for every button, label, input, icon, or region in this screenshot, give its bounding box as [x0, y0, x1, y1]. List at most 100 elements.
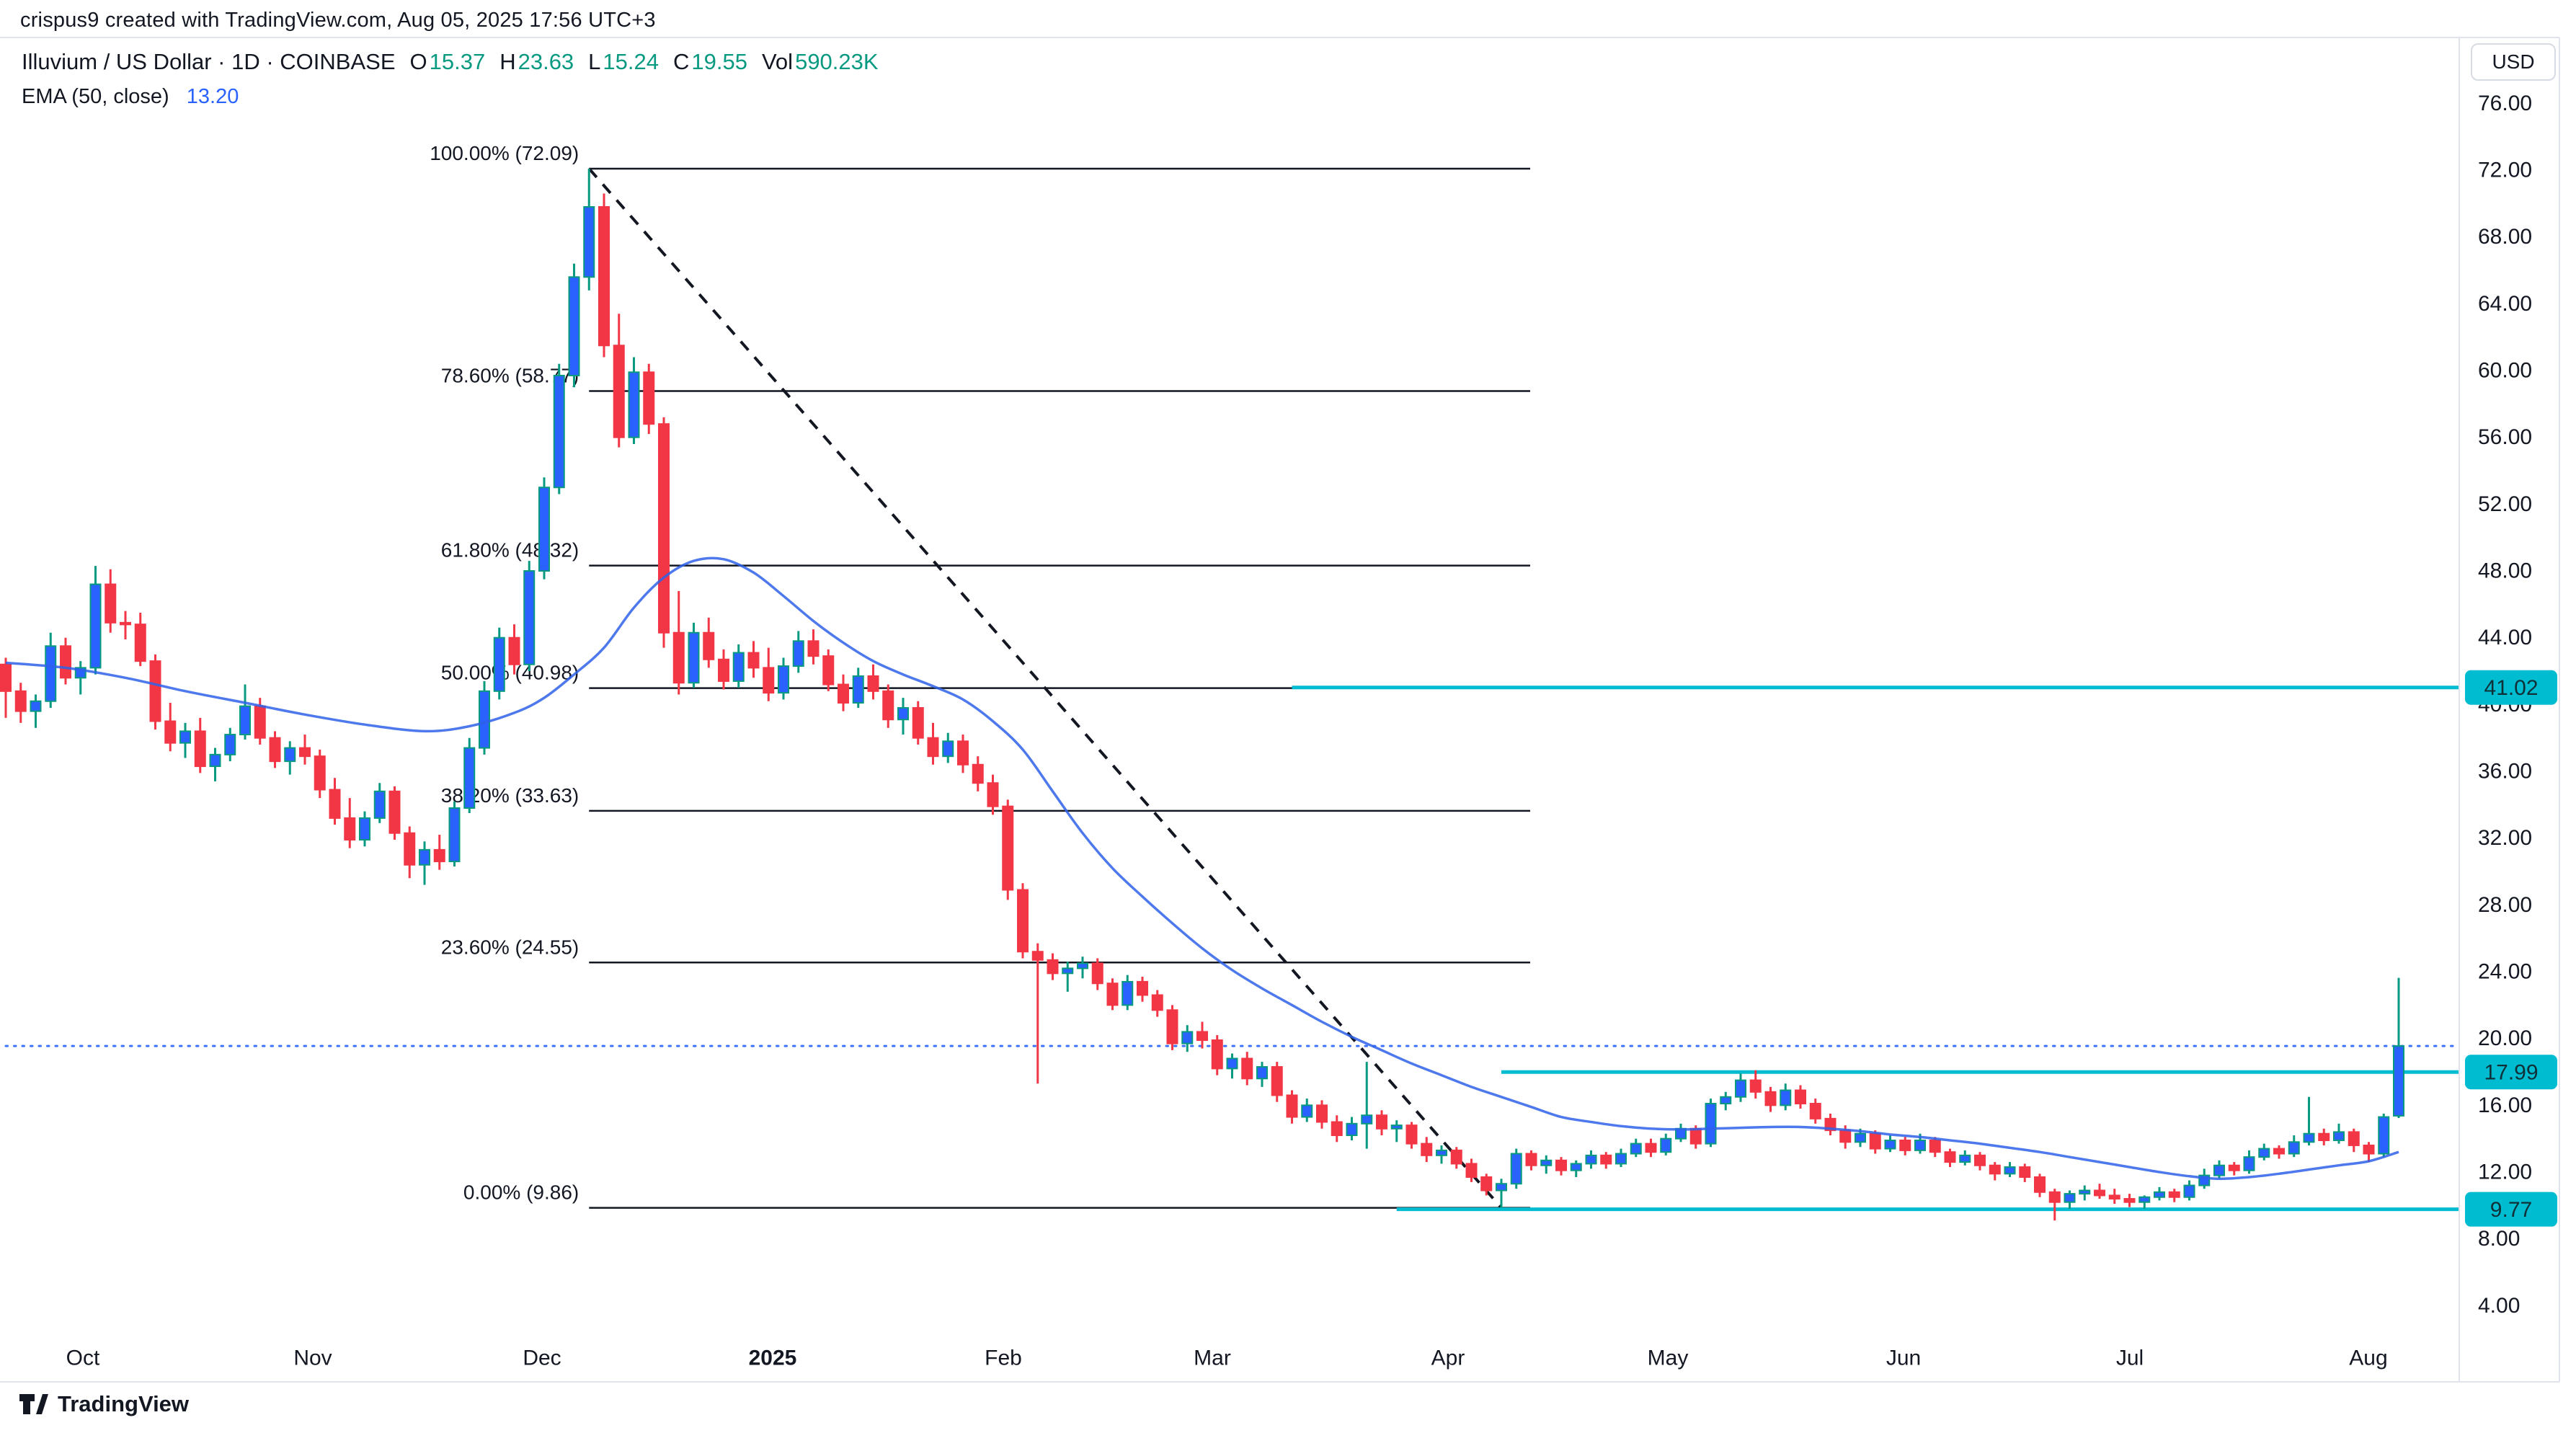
candle[interactable]: [120, 621, 131, 626]
candle[interactable]: [688, 631, 700, 684]
symbol-title[interactable]: Illuvium / US Dollar · 1D · COINBASE: [22, 49, 396, 74]
candle[interactable]: [1196, 1031, 1208, 1041]
candle[interactable]: [2034, 1176, 2046, 1193]
candle[interactable]: [807, 640, 820, 657]
candle[interactable]: [1376, 1114, 1387, 1130]
candle[interactable]: [732, 652, 745, 682]
candle[interactable]: [538, 487, 550, 572]
candles-layer[interactable]: [0, 168, 2404, 1221]
candle[interactable]: [2183, 1184, 2195, 1198]
candle[interactable]: [747, 652, 760, 669]
candle[interactable]: [1316, 1104, 1328, 1123]
candle[interactable]: [1735, 1079, 1746, 1098]
candle[interactable]: [373, 790, 386, 819]
candle[interactable]: [1600, 1154, 1612, 1165]
candle[interactable]: [2318, 1132, 2330, 1141]
candle[interactable]: [1137, 980, 1148, 996]
candle[interactable]: [1331, 1121, 1343, 1137]
candle[interactable]: [1780, 1089, 1792, 1106]
candle[interactable]: [1585, 1154, 1597, 1165]
candle[interactable]: [1630, 1143, 1642, 1155]
candle[interactable]: [1570, 1163, 1582, 1171]
candle[interactable]: [838, 683, 849, 704]
candle[interactable]: [763, 667, 775, 694]
candle[interactable]: [1869, 1132, 1881, 1150]
candle[interactable]: [1421, 1143, 1433, 1156]
candle[interactable]: [1660, 1137, 1672, 1153]
candle[interactable]: [284, 747, 296, 763]
candle[interactable]: [14, 690, 27, 712]
candle[interactable]: [1749, 1079, 1762, 1093]
candle[interactable]: [1555, 1159, 1567, 1171]
candle[interactable]: [149, 660, 161, 722]
candle[interactable]: [2004, 1166, 2016, 1175]
candle[interactable]: [1226, 1057, 1238, 1070]
candle[interactable]: [2154, 1191, 2165, 1198]
candle[interactable]: [1390, 1124, 1403, 1130]
candle[interactable]: [0, 663, 12, 692]
candle[interactable]: [792, 640, 804, 667]
candle[interactable]: [1151, 994, 1163, 1011]
candle[interactable]: [2108, 1194, 2120, 1200]
candle[interactable]: [1496, 1183, 1507, 1192]
candle[interactable]: [1256, 1066, 1268, 1080]
candle[interactable]: [1122, 980, 1134, 1006]
candle[interactable]: [1062, 967, 1074, 975]
candle[interactable]: [1166, 1009, 1178, 1044]
candle[interactable]: [957, 740, 969, 766]
candle[interactable]: [1645, 1143, 1657, 1153]
candle[interactable]: [2048, 1191, 2061, 1203]
candle[interactable]: [1615, 1153, 1627, 1165]
candle[interactable]: [1405, 1124, 1418, 1145]
candle[interactable]: [2303, 1132, 2315, 1143]
candle[interactable]: [1002, 805, 1014, 891]
candle[interactable]: [2123, 1198, 2136, 1203]
candle[interactable]: [1959, 1154, 1971, 1163]
candle[interactable]: [1077, 962, 1088, 970]
candle[interactable]: [523, 570, 536, 665]
candle[interactable]: [1436, 1149, 1447, 1156]
candle[interactable]: [1211, 1039, 1223, 1070]
candle[interactable]: [553, 374, 565, 489]
candle[interactable]: [134, 624, 146, 662]
candle[interactable]: [1720, 1096, 1732, 1105]
ema-50-line[interactable]: [5, 556, 2399, 1181]
candle[interactable]: [568, 276, 580, 376]
price-axis-scale[interactable]: [2459, 37, 2559, 1382]
candle[interactable]: [613, 345, 625, 438]
candle[interactable]: [1899, 1139, 1911, 1151]
candle[interactable]: [2243, 1156, 2255, 1171]
candle[interactable]: [2064, 1193, 2076, 1203]
candle[interactable]: [329, 789, 341, 819]
candle[interactable]: [1031, 951, 1044, 961]
candle[interactable]: [1809, 1103, 1821, 1119]
candle[interactable]: [493, 636, 505, 692]
candle[interactable]: [1301, 1104, 1313, 1118]
candle[interactable]: [882, 690, 894, 721]
candle[interactable]: [2378, 1116, 2390, 1155]
candle[interactable]: [1525, 1153, 1537, 1166]
tradingview-attribution[interactable]: TradingView: [19, 1391, 189, 1417]
candle[interactable]: [269, 737, 281, 763]
candle[interactable]: [479, 690, 490, 749]
candle[interactable]: [388, 790, 401, 834]
candle[interactable]: [628, 371, 640, 438]
candle[interactable]: [1510, 1153, 1522, 1185]
candle[interactable]: [404, 832, 416, 866]
candle[interactable]: [314, 755, 326, 791]
candle[interactable]: [2348, 1131, 2360, 1146]
candle[interactable]: [672, 631, 685, 684]
candle[interactable]: [2094, 1189, 2105, 1197]
candle[interactable]: [1944, 1151, 1956, 1163]
candle[interactable]: [1271, 1066, 1283, 1096]
candle[interactable]: [1465, 1163, 1478, 1178]
candle[interactable]: [2213, 1164, 2225, 1176]
candle[interactable]: [987, 782, 999, 807]
candle[interactable]: [179, 730, 191, 744]
candle[interactable]: [433, 848, 445, 863]
candle[interactable]: [583, 206, 595, 278]
candle[interactable]: [1914, 1139, 1926, 1151]
candle[interactable]: [60, 645, 71, 679]
candle[interactable]: [1091, 962, 1103, 985]
candle[interactable]: [778, 665, 789, 694]
